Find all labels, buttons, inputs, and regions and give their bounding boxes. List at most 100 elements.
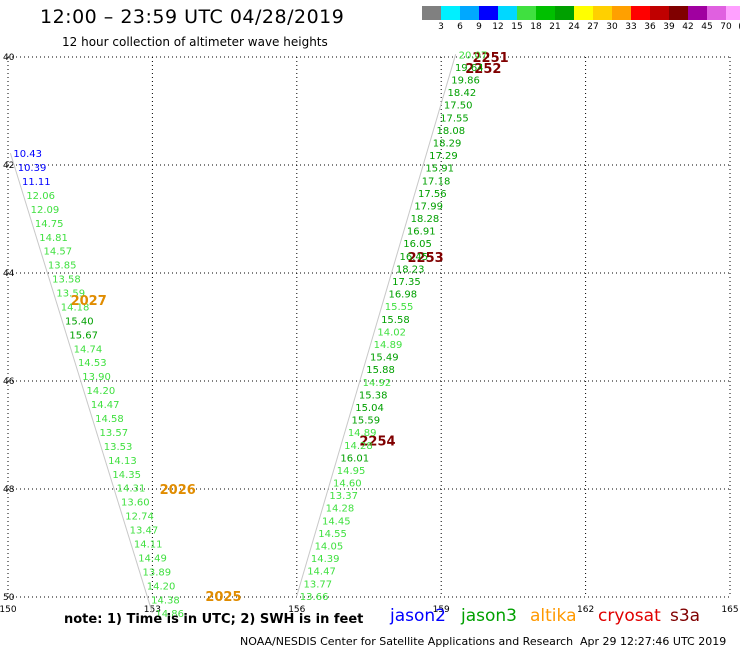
wave-height-value: 17.35 — [392, 277, 421, 288]
wave-height-value: 14.28 — [326, 504, 355, 515]
colorbar-tick-label: 30 — [606, 22, 618, 32]
colorbar-swatch — [422, 6, 441, 20]
wave-height-value: 14.35 — [112, 470, 141, 481]
pass-label: 2251 — [472, 51, 508, 66]
colorbar-swatch — [460, 6, 479, 20]
pass-label: 2025 — [205, 590, 241, 605]
colorbar-tick-label: 39 — [663, 22, 675, 32]
colorbar-tick-label: 42 — [682, 22, 694, 32]
wave-height-value: 14.75 — [35, 219, 64, 230]
wave-height-value: 14.57 — [44, 247, 73, 258]
colorbar-swatch — [593, 6, 612, 20]
wave-height-value: 10.43 — [13, 149, 42, 160]
wave-height-value: 18.29 — [433, 138, 462, 149]
colorbar-tick-label: 27 — [587, 22, 599, 32]
wave-height-value: 14.92 — [363, 378, 392, 389]
wave-height-value: 20.07 — [459, 50, 488, 61]
colorbar-swatch — [726, 6, 740, 20]
page-subtitle: 12 hour collection of altimeter wave hei… — [62, 35, 328, 49]
colorbar-tick-label: (ft) — [738, 22, 740, 32]
colorbar-swatch — [441, 6, 460, 20]
y-tick-label: 42 — [3, 161, 14, 171]
pass-label: 2254 — [359, 434, 395, 449]
wave-height-value: 18.08 — [436, 126, 465, 137]
wave-height-value: 15.91 — [425, 164, 454, 175]
wave-height-value: 13.89 — [142, 567, 171, 578]
wave-height-value: 15.04 — [355, 403, 384, 414]
wave-height-value: 15.38 — [359, 390, 388, 401]
wave-height-value: 16.01 — [340, 453, 369, 464]
wave-height-value: 13.90 — [82, 372, 111, 383]
wave-height-value: 17.99 — [414, 201, 443, 212]
y-tick-label: 50 — [3, 593, 15, 603]
colorbar-swatch — [555, 6, 574, 20]
satellite-legend-jason3: jason3 — [461, 606, 517, 626]
wave-height-value: 14.20 — [147, 581, 176, 592]
wave-height-value: 14.18 — [61, 302, 90, 313]
wave-height-value: 17.18 — [422, 176, 451, 187]
x-tick-label: 159 — [433, 605, 450, 615]
satellite-legend-s3a: s3a — [670, 606, 701, 626]
wave-height-value: 14.95 — [337, 466, 366, 477]
wave-height-value: 15.59 — [352, 416, 381, 427]
wave-height-value: 13.58 — [52, 275, 81, 286]
wave-height-value: 16.91 — [407, 227, 436, 238]
wave-height-value: 14.55 — [318, 529, 347, 540]
wave-height-value: 12.09 — [31, 205, 60, 216]
colorbar-tick-label: 70 — [720, 22, 732, 32]
wave-height-value: 16.45 — [400, 252, 429, 263]
y-tick-label: 40 — [3, 53, 15, 63]
wave-height-value: 14.02 — [377, 327, 406, 338]
wave-height-value: 12.06 — [26, 191, 55, 202]
footer-timestamp: Apr 29 12:27:46 UTC 2019 — [580, 635, 727, 648]
wave-height-value: 14.47 — [91, 400, 120, 411]
wave-height-value: 14.31 — [117, 484, 146, 495]
colorbar-swatch — [574, 6, 593, 20]
colorbar-swatch — [631, 6, 650, 20]
x-tick-label: 150 — [0, 605, 17, 615]
wave-height-value: 15.67 — [69, 330, 98, 341]
wave-height-value: 14.05 — [315, 542, 344, 553]
colorbar-swatch — [479, 6, 498, 20]
y-tick-label: 48 — [3, 485, 15, 495]
wave-height-value: 17.29 — [429, 151, 458, 162]
wave-height-value: 13.59 — [56, 289, 85, 300]
pass-label: 2026 — [160, 483, 196, 498]
y-tick-label: 46 — [3, 377, 15, 387]
wave-height-value: 14.47 — [307, 567, 336, 578]
pass-label: 2027 — [71, 294, 107, 309]
wave-height-value: 14.89 — [348, 428, 377, 439]
wave-height-value: 14.86 — [155, 609, 184, 620]
wave-height-value: 16.98 — [388, 290, 417, 301]
colorbar-swatch — [498, 6, 517, 20]
wave-height-value: 15.40 — [65, 316, 94, 327]
wave-height-value: 14.11 — [134, 539, 163, 550]
wave-height-value: 15.49 — [370, 353, 399, 364]
wave-height-value: 14.58 — [95, 414, 124, 425]
colorbar-tick-label: 33 — [625, 22, 637, 32]
footer-note: note: 1) Time is in UTC; 2) SWH is in fe… — [64, 612, 364, 627]
wave-height-value: 13.57 — [99, 428, 128, 439]
wave-height-value: 14.74 — [74, 344, 103, 355]
colorbar-swatch — [517, 6, 536, 20]
colorbar-tick-label: 3 — [438, 22, 444, 32]
wave-height-value: 14.49 — [138, 553, 167, 564]
colorbar-tick-label: 18 — [530, 22, 542, 32]
wave-height-value: 16.05 — [403, 239, 432, 250]
pass-label: 2252 — [465, 62, 501, 77]
wave-height-value: 15.88 — [366, 365, 395, 376]
colorbar-tick-label: 24 — [568, 22, 580, 32]
pass-label: 2253 — [408, 251, 444, 266]
wave-height-value: 18.23 — [396, 264, 425, 275]
wave-height-value: 13.47 — [130, 526, 159, 537]
page-title: 12:00 – 23:59 UTC 04/28/2019 — [40, 6, 345, 28]
colorbar-tick-label: 9 — [476, 22, 482, 32]
wave-height-value: 14.89 — [374, 340, 403, 351]
wave-height-value: 14.20 — [87, 386, 116, 397]
wave-height-value: 15.55 — [385, 302, 414, 313]
wave-height-value: 13.37 — [329, 491, 358, 502]
colorbar-tick-label: 6 — [457, 22, 463, 32]
wave-height-value: 11.11 — [22, 177, 51, 188]
